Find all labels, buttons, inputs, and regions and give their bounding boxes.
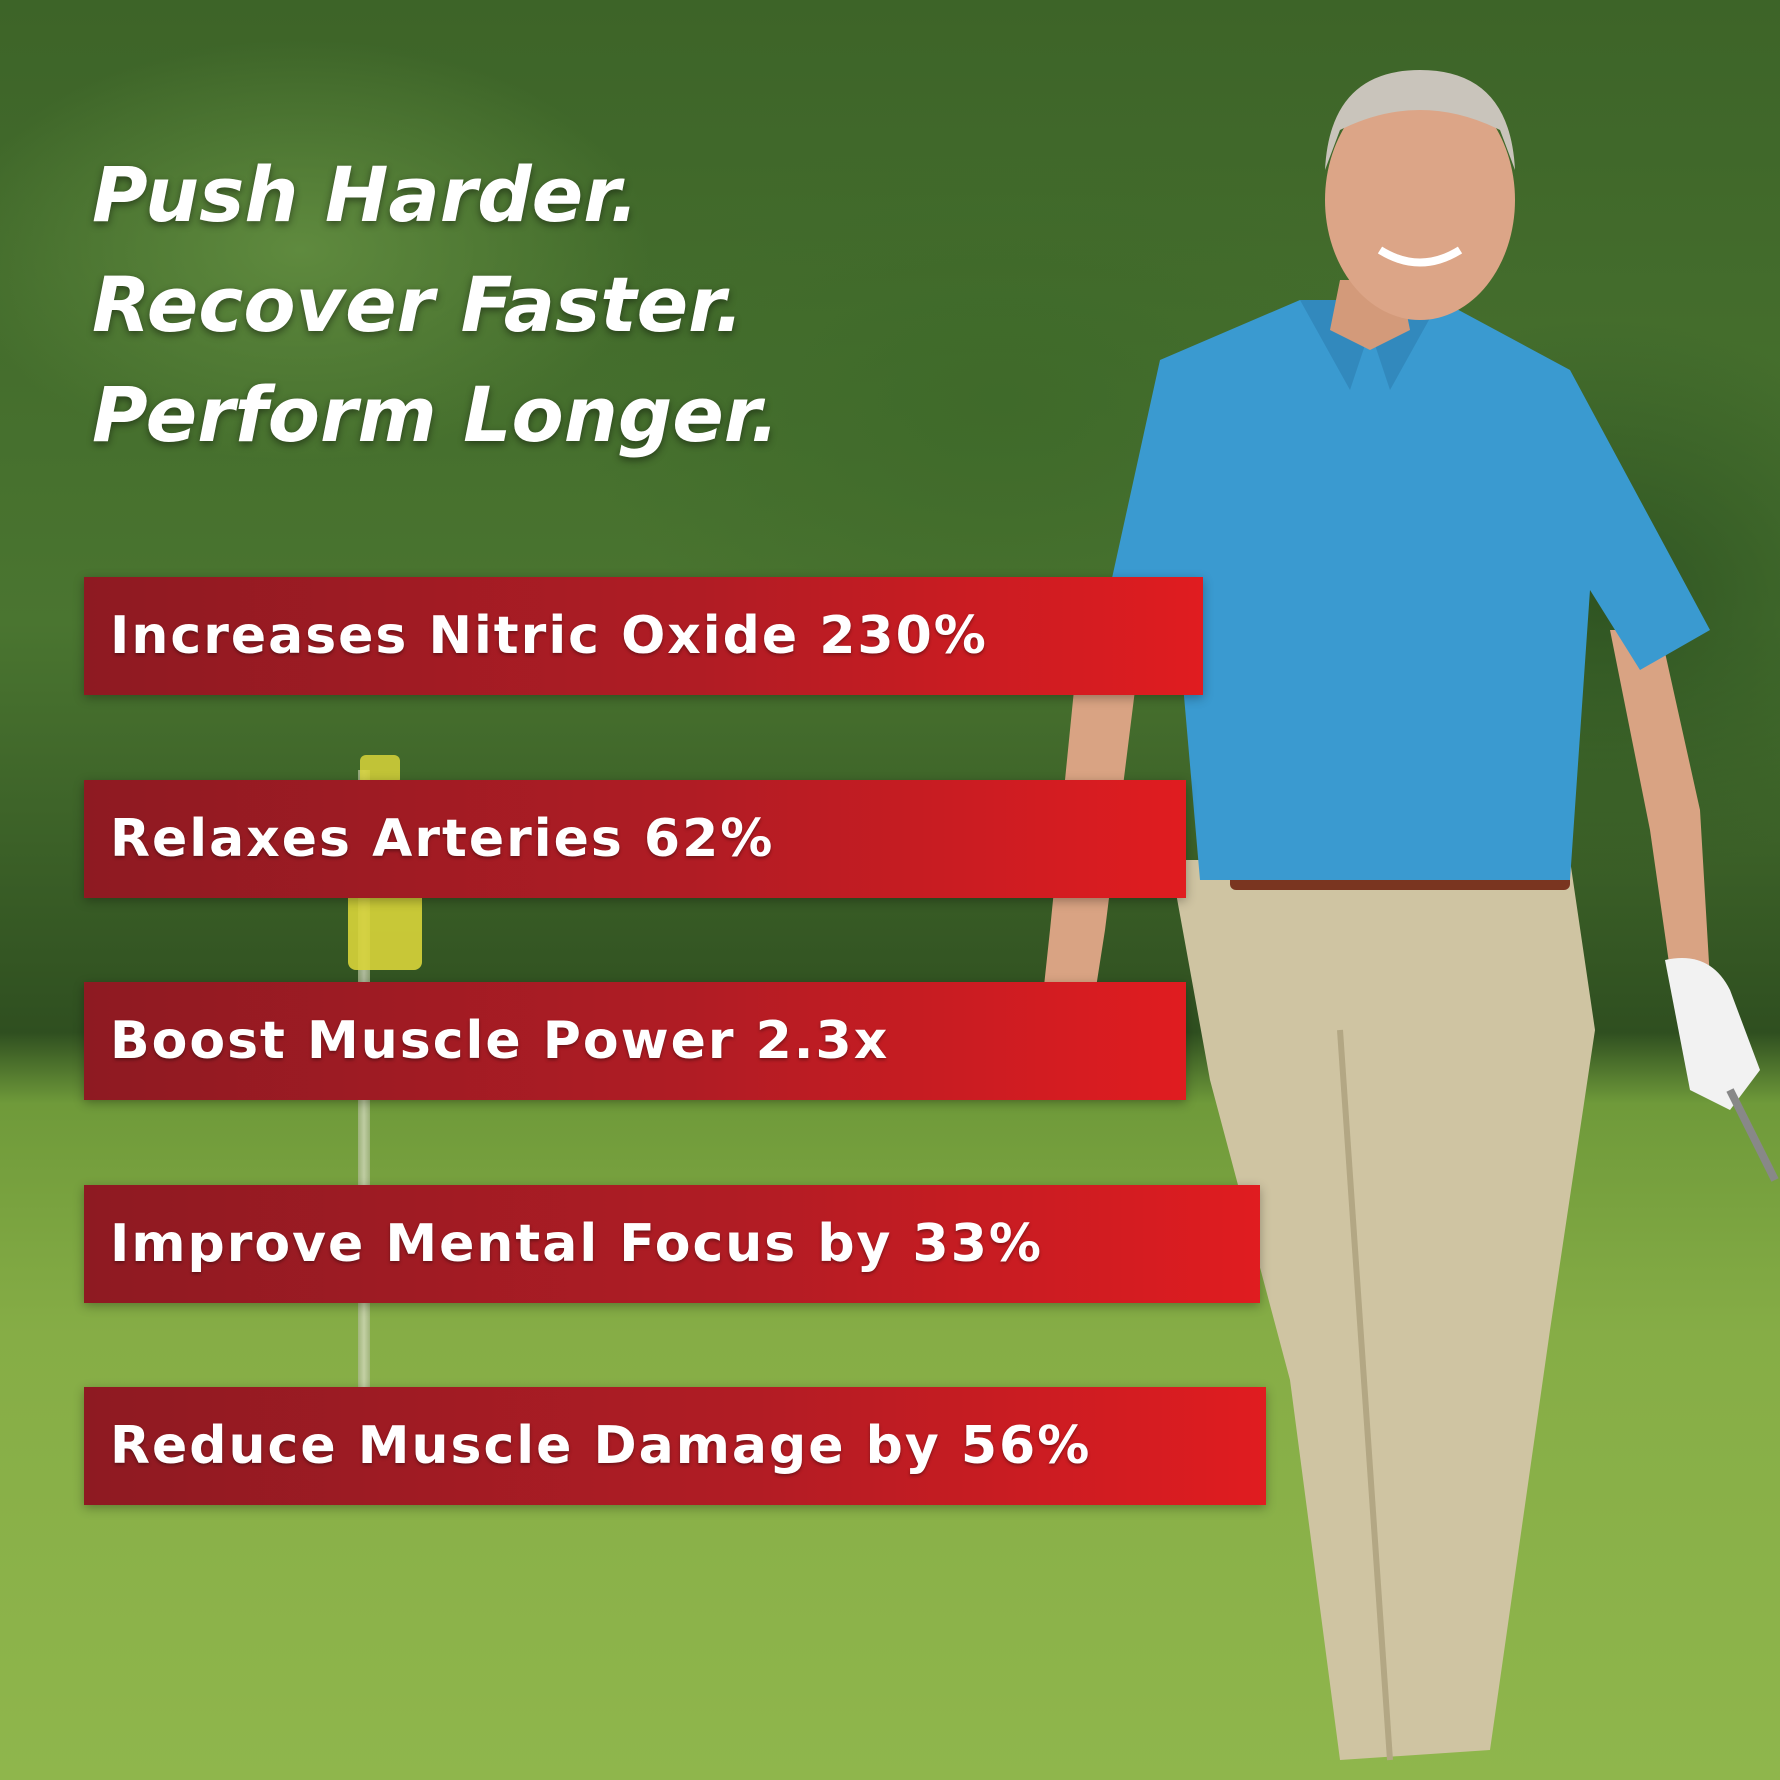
benefit-label: Relaxes Arteries 62% xyxy=(110,809,775,869)
benefit-banner-muscle-damage: Reduce Muscle Damage by 56% xyxy=(84,1387,1266,1505)
benefit-label: Improve Mental Focus by 33% xyxy=(110,1214,1044,1274)
benefit-banner-muscle-power: Boost Muscle Power 2.3x xyxy=(84,982,1186,1100)
benefit-banner-arteries: Relaxes Arteries 62% xyxy=(84,780,1186,898)
benefit-label: Reduce Muscle Damage by 56% xyxy=(110,1416,1092,1476)
headline-line-2: Recover Faster. xyxy=(92,260,744,349)
headline-line-1: Push Harder. xyxy=(92,150,639,239)
benefit-banner-nitric-oxide: Increases Nitric Oxide 230% xyxy=(84,577,1203,695)
headline-line-3: Perform Longer. xyxy=(92,370,780,459)
headline: Push Harder. Recover Faster. Perform Lon… xyxy=(92,140,779,470)
benefit-label: Increases Nitric Oxide 230% xyxy=(110,606,988,666)
benefit-label: Boost Muscle Power 2.3x xyxy=(110,1011,890,1071)
golfer-image xyxy=(1035,70,1779,1761)
benefit-banner-mental-focus: Improve Mental Focus by 33% xyxy=(84,1185,1260,1303)
yellow-flag xyxy=(348,890,422,970)
